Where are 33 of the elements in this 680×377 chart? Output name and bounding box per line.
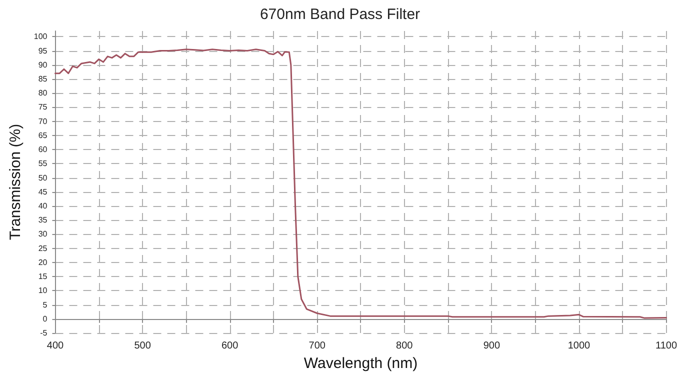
y-tick-label: 35 — [38, 216, 48, 225]
x-tick-label: 900 — [483, 340, 500, 352]
y-tick-label: 5 — [42, 300, 48, 310]
y-tick-label: 50 — [38, 173, 48, 182]
y-tick-label: 45 — [38, 187, 48, 196]
y-axis-title: Transmission (%) — [7, 124, 24, 240]
x-tick-label: 700 — [308, 340, 326, 352]
y-tick-label: 80 — [38, 88, 48, 98]
y-tick-label: 100 — [34, 32, 48, 42]
y-tick-label: 90 — [38, 60, 48, 70]
x-tick-label: 600 — [221, 340, 239, 352]
y-tick-label: 15 — [38, 272, 48, 282]
y-tick-label: 10 — [38, 286, 48, 296]
y-tick-label: 30 — [38, 230, 48, 239]
y-tick-label: 65 — [38, 130, 48, 140]
x-tick-label: 1000 — [568, 340, 591, 352]
x-axis-title: Wavelength (nm) — [304, 354, 418, 372]
y-tick-label: 60 — [38, 145, 48, 154]
y-tick-label: 25 — [38, 244, 48, 253]
y-tick-label: 85 — [38, 74, 48, 84]
chart-title: 670nm Band Pass Filter — [260, 6, 420, 23]
x-tick-label: 400 — [46, 340, 64, 352]
y-tick-label: 40 — [38, 201, 48, 210]
y-tick-label: 70 — [38, 116, 48, 126]
y-tick-label: 0 — [42, 314, 48, 324]
x-tick-label: 1100 — [655, 340, 678, 352]
y-tick-label: 95 — [38, 46, 48, 56]
y-tick-label: 55 — [38, 159, 48, 168]
y-tick-label: -5 — [40, 328, 48, 338]
x-tick-label: 800 — [396, 340, 414, 352]
y-tick-label: 20 — [38, 258, 48, 267]
x-tick-label: 500 — [134, 340, 152, 352]
y-tick-label: 75 — [38, 102, 48, 112]
